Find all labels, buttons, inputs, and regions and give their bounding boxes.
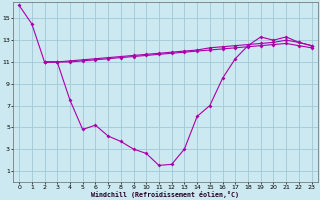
X-axis label: Windchill (Refroidissement éolien,°C): Windchill (Refroidissement éolien,°C) [91, 191, 239, 198]
